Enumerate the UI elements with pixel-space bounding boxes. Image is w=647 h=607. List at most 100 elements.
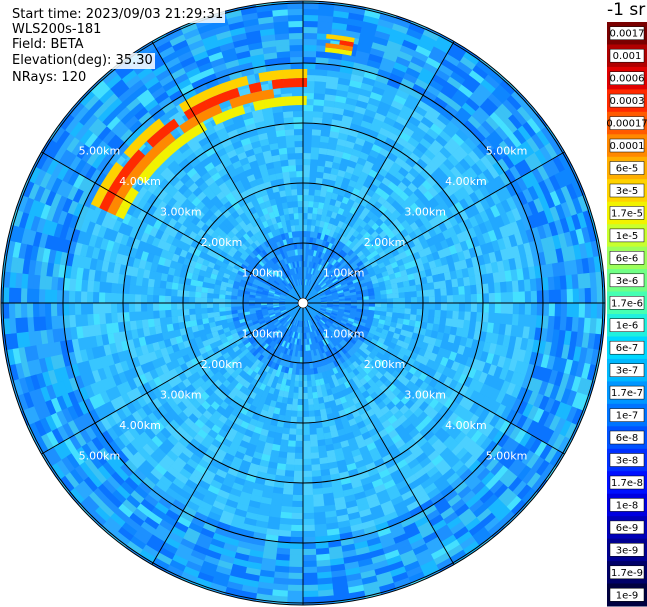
ppi-cell [175, 425, 187, 437]
ppi-cell [331, 276, 338, 282]
ppi-cell [333, 10, 350, 19]
ppi-cell [224, 472, 237, 483]
ppi-cell [452, 303, 460, 312]
ppi-cell [181, 397, 192, 408]
ppi-cell [228, 525, 243, 536]
ppi-cell [496, 334, 505, 346]
ppi-cell [486, 322, 495, 334]
ppi-cell [76, 446, 90, 462]
ppi-cell [253, 482, 265, 492]
ppi-cell [524, 155, 538, 172]
ppi-cell [463, 120, 478, 134]
ppi-cell [164, 302, 172, 311]
ppi-cell [388, 326, 396, 333]
ppi-cell [194, 308, 202, 315]
ppi-cell [69, 487, 85, 504]
ppi-cell [295, 446, 303, 454]
ppi-cell [455, 447, 469, 461]
ppi-cell [443, 325, 452, 335]
ppi-cell [288, 566, 303, 574]
ppi-cell [380, 294, 388, 299]
ppi-cell [445, 318, 453, 327]
ppi-cell [250, 378, 258, 387]
ppi-cell [504, 423, 517, 438]
ppi-cell [390, 495, 404, 507]
ppi-cell [50, 302, 58, 317]
ppi-cell [482, 283, 490, 294]
ppi-cell [352, 361, 360, 369]
ppi-cell [329, 361, 336, 370]
ppi-cell [419, 391, 430, 402]
ppi-cell [443, 539, 460, 553]
ppi-cell [132, 422, 145, 436]
ppi-cell [120, 481, 135, 495]
ppi-cell [415, 340, 424, 349]
ppi-cell [310, 280, 315, 287]
ppi-cell [433, 316, 441, 325]
ppi-cell [332, 490, 345, 499]
ppi-cell [338, 370, 346, 379]
ppi-cell [256, 336, 263, 344]
ppi-cell [549, 249, 559, 264]
ppi-cell [247, 335, 255, 342]
ppi-cell [99, 502, 115, 518]
ppi-cell [376, 24, 393, 35]
ppi-cell [303, 146, 312, 154]
ppi-cell [445, 254, 454, 265]
ppi-cell [404, 196, 415, 207]
ppi-cell [348, 179, 357, 188]
ppi-cell [306, 260, 310, 268]
ppi-cell [344, 275, 352, 282]
ppi-cell [404, 453, 416, 465]
ppi-cell [432, 412, 444, 424]
ppi-cell [268, 332, 275, 339]
ppi-cell [505, 182, 518, 197]
ppi-cell [371, 117, 384, 128]
ppi-cell [340, 320, 348, 325]
ppi-cell [183, 566, 200, 578]
ppi-cell [447, 182, 459, 194]
ppi-cell [338, 242, 346, 250]
ppi-cell [330, 348, 336, 356]
ppi-cell [428, 51, 445, 65]
ppi-cell [188, 296, 196, 303]
ppi-cell [422, 262, 431, 271]
ppi-cell [424, 211, 435, 222]
ppi-cell [484, 207, 496, 221]
ppi-cell [324, 401, 331, 409]
ppi-cell [273, 343, 279, 350]
ppi-cell [400, 269, 408, 277]
ppi-cell [330, 288, 337, 293]
ppi-cell [289, 428, 297, 436]
ppi-cell [291, 331, 296, 339]
ppi-cell [327, 540, 342, 548]
ppi-cell [529, 152, 543, 169]
ppi-cell [502, 334, 511, 347]
ppi-cell [338, 227, 346, 236]
ppi-cell [358, 345, 367, 353]
ppi-cell [578, 303, 586, 318]
ppi-cell [471, 111, 486, 125]
ppi-cell [327, 179, 336, 188]
ppi-cell [348, 371, 357, 379]
ppi-cell [521, 417, 534, 433]
ppi-cell [322, 111, 334, 120]
ppi-cell [306, 279, 310, 286]
ppi-cell [313, 511, 326, 519]
ppi-cell [361, 285, 368, 291]
ppi-cell [334, 181, 343, 189]
ppi-cell [532, 407, 545, 424]
ppi-cell [345, 431, 355, 441]
ppi-cell [505, 382, 517, 396]
ppi-cell [412, 162, 424, 174]
ppi-cell [316, 270, 322, 277]
ppi-cell [315, 323, 320, 330]
ppi-cell [344, 309, 351, 314]
ppi-cell [373, 138, 385, 148]
ppi-cell [319, 196, 326, 204]
ppi-cell [337, 310, 345, 314]
ppi-cell [324, 357, 330, 365]
ppi-cell [298, 386, 303, 394]
ppi-cell [194, 484, 208, 496]
ppi-cell [409, 314, 417, 321]
